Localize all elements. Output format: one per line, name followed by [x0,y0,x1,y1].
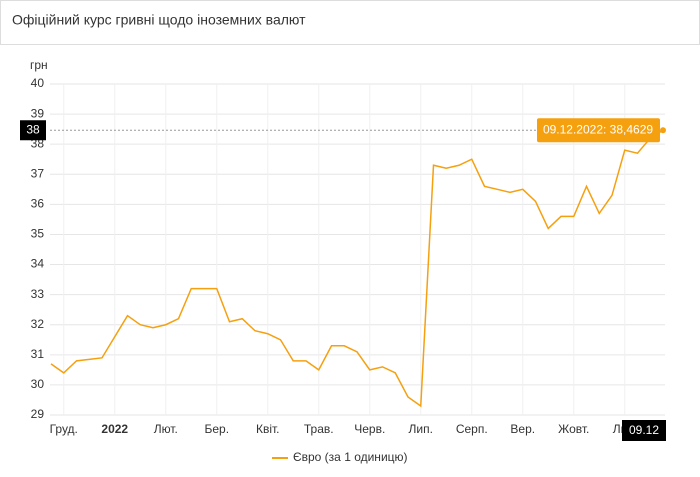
y-tick-label: 35 [31,227,45,241]
tooltip-text: 09.12.2022: 38,4629 [543,122,653,136]
y-tick-label: 29 [31,407,45,421]
chart-title: Офіційний курс гривні щодо іноземних вал… [12,12,306,28]
x-tick-label: Квіт. [256,422,280,436]
x-tick-label: Трав. [304,422,334,436]
point [660,127,666,134]
y-tick-label: 32 [31,317,45,331]
x-tick-label: Черв. [354,422,385,436]
y-tick-label: 30 [31,377,45,391]
x-tick-label: Серп. [456,422,488,436]
x-tick-label: Лют. [154,422,178,436]
x-tick-label: Груд. [50,422,78,436]
y-tick-label: 39 [31,106,45,120]
y-tick-label: 31 [31,347,45,361]
line [50,129,664,408]
y-tick-label: 34 [31,257,45,271]
x-tick-label: Бер. [204,422,229,436]
y-axis-label: грн [30,58,48,72]
crosshair-x-box [622,420,666,441]
x-tick-label: Вер. [510,422,535,436]
crosshair-y-label: 38 [26,122,40,136]
x-tick-label: 2022 [101,422,128,436]
x-tick-label: Лип. [409,422,433,436]
y-tick-label: 36 [31,197,45,211]
y-tick-label: 33 [31,287,45,301]
header [0,0,700,45]
y-tick-label: 40 [31,76,45,90]
crosshair-y-box [20,120,46,141]
y-tick-label: 37 [31,166,45,180]
legend-label: Євро (за 1 одиницю) [293,450,408,464]
tooltip-box [537,118,660,143]
crosshair-x-label: 09.12 [629,423,659,437]
x-tick-label: Жовт. [558,422,589,436]
